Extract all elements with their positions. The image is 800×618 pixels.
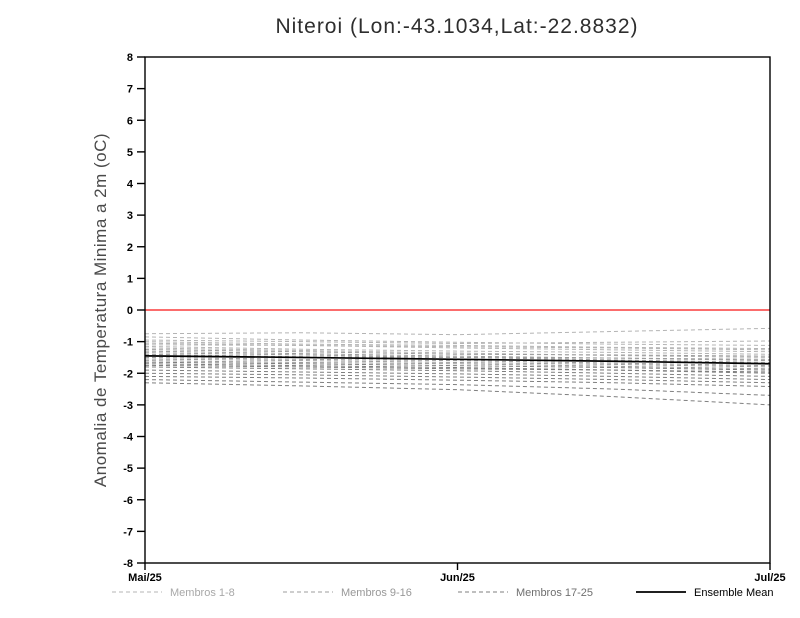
member-line	[144, 372, 771, 384]
chart-title: Niteroi (Lon:-43.1034,Lat:-22.8832)	[275, 15, 638, 38]
member-line	[144, 349, 771, 357]
member-line	[144, 375, 771, 388]
member-line	[144, 339, 771, 345]
y-tick-label: 4	[127, 179, 134, 191]
member-line	[144, 352, 771, 360]
y-tick-label: -6	[123, 495, 133, 507]
y-tick-label: 1	[127, 273, 133, 285]
member-line	[144, 360, 771, 370]
y-tick-label: -5	[123, 463, 133, 475]
member-line	[144, 366, 771, 377]
y-tick-label: -1	[123, 337, 133, 349]
member-line	[144, 355, 771, 363]
plot-area: -8 -7 -6 -5 -4 -3 -2 -1 0 1 2 3 4 5 6 7 8 Mai/25 Jun/25 Jul…	[123, 52, 785, 584]
member-line	[144, 344, 771, 351]
member-line	[144, 336, 771, 346]
y-tick-label: -7	[123, 526, 133, 538]
y-tick-label: 3	[127, 210, 133, 222]
legend-label-ensemble-mean: Ensemble Mean	[694, 587, 774, 599]
y-tick-label: -8	[123, 558, 133, 570]
y-tick-label: -4	[123, 432, 134, 444]
y-tick-label: 6	[127, 115, 133, 127]
legend-label-membros-9-16: Membros 9-16	[341, 587, 412, 599]
y-tick-label: 8	[127, 52, 133, 64]
member-line	[144, 382, 771, 406]
legend-label-membros-1-8: Membros 1-8	[170, 587, 235, 599]
legend-label-membros-17-25: Membros 17-25	[516, 587, 593, 599]
member-line	[144, 369, 771, 381]
member-line	[144, 364, 771, 373]
member-line	[144, 356, 771, 367]
member-line	[144, 358, 771, 368]
y-tick-label: 2	[127, 242, 133, 254]
member-line	[144, 342, 771, 353]
y-axis-label: Anomalia de Temperatura Minima a 2m (oC)	[91, 133, 110, 487]
member-line	[144, 347, 771, 358]
member-line	[144, 345, 771, 355]
y-tick-label: 0	[127, 305, 133, 317]
y-tick-label: -2	[123, 368, 133, 380]
x-tick-label: Jun/25	[440, 572, 475, 584]
y-tick-label: -3	[123, 400, 133, 412]
y-tick-label: 7	[127, 84, 133, 96]
member-line	[144, 327, 771, 336]
member-line	[144, 361, 771, 371]
ensemble-mean-line	[144, 355, 771, 365]
member-line	[144, 341, 771, 350]
y-tick-label: 5	[127, 147, 133, 159]
legend: Membros 1-8 Membros 9-16 Membros 17-25 E…	[112, 587, 774, 599]
x-tick-label: Mai/25	[128, 572, 162, 584]
member-line	[144, 379, 771, 396]
x-tick-label: Jul/25	[754, 572, 785, 584]
